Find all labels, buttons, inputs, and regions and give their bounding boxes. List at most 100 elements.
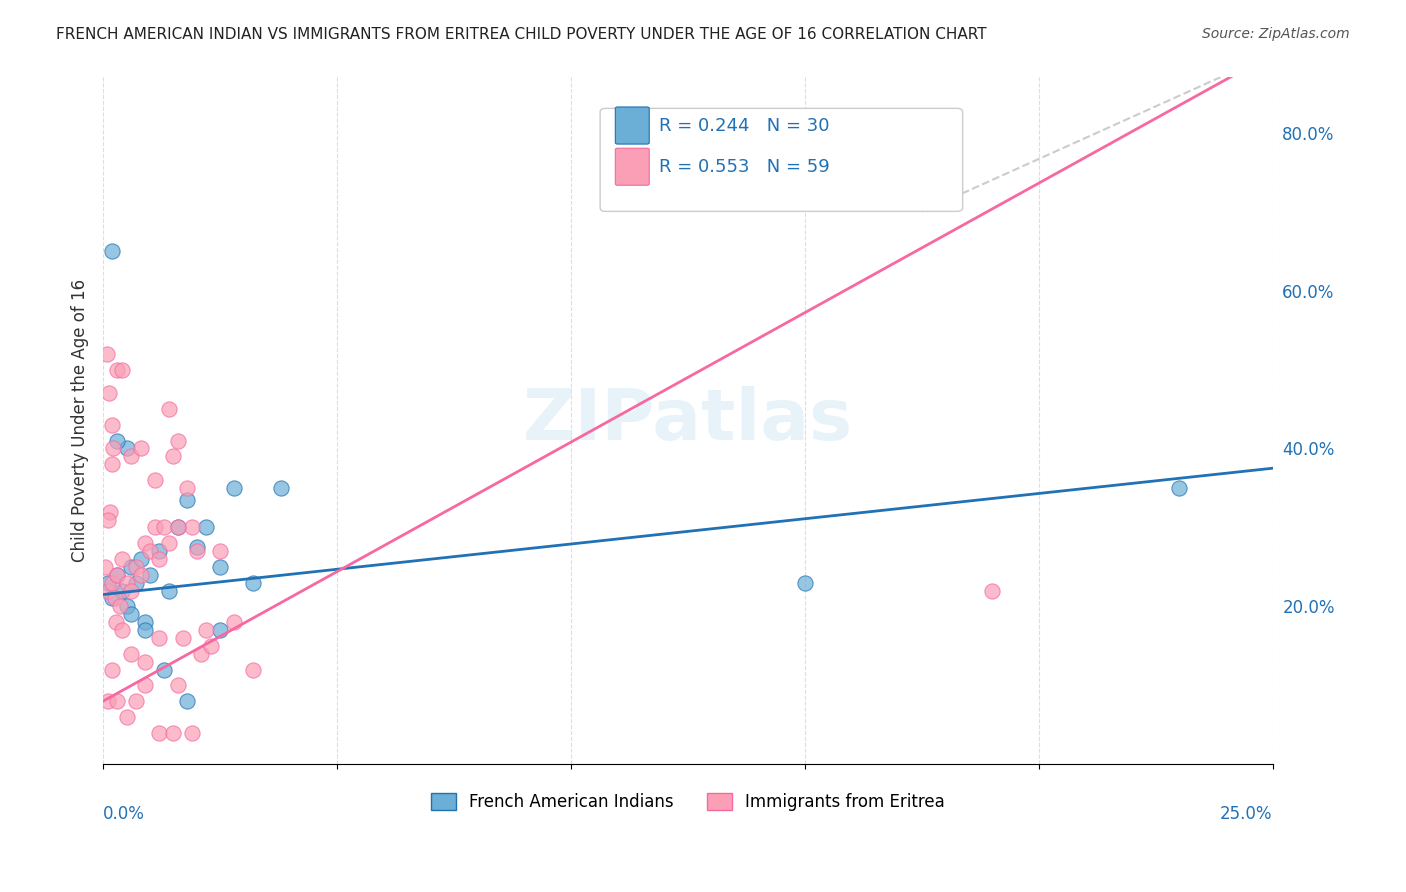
Point [105, 615, 128, 629]
Point [134, 678, 156, 692]
Point [101, 663, 124, 677]
Point [148, 552, 170, 566]
Point [153, 663, 176, 677]
Point [134, 615, 156, 629]
Legend: French American Indians, Immigrants from Eritrea: French American Indians, Immigrants from… [425, 786, 952, 818]
Y-axis label: Child Poverty Under the Age of 16: Child Poverty Under the Age of 16 [72, 279, 89, 563]
Point [134, 623, 156, 637]
Text: Source: ZipAtlas.com: Source: ZipAtlas.com [1202, 27, 1350, 41]
Point [209, 544, 232, 558]
Point [186, 540, 208, 554]
Point [270, 481, 292, 495]
Point [105, 362, 128, 376]
Point [224, 615, 246, 629]
FancyBboxPatch shape [600, 108, 963, 211]
Point [120, 607, 142, 622]
Point [101, 575, 124, 590]
Point [148, 631, 170, 645]
Point [101, 457, 124, 471]
Point [97, 583, 120, 598]
Point [115, 599, 138, 614]
Point [104, 591, 127, 606]
Point [242, 575, 264, 590]
Point [143, 520, 166, 534]
Point [125, 560, 148, 574]
Text: 25.0%: 25.0% [1220, 805, 1272, 823]
Point [793, 575, 815, 590]
Point [97, 386, 120, 401]
Text: FRENCH AMERICAN INDIAN VS IMMIGRANTS FROM ERITREA CHILD POVERTY UNDER THE AGE OF: FRENCH AMERICAN INDIAN VS IMMIGRANTS FRO… [56, 27, 987, 42]
Point [111, 552, 134, 566]
Point [101, 591, 124, 606]
Point [153, 520, 176, 534]
Point [134, 655, 156, 669]
Point [148, 544, 170, 558]
Point [157, 402, 180, 417]
Point [97, 575, 120, 590]
Point [176, 481, 198, 495]
Point [115, 710, 138, 724]
Point [97, 512, 120, 526]
Point [167, 678, 190, 692]
Point [134, 536, 156, 550]
Point [105, 694, 128, 708]
Point [105, 567, 128, 582]
Point [98, 505, 121, 519]
Point [162, 725, 184, 739]
Point [176, 694, 198, 708]
Point [139, 567, 162, 582]
Point [120, 450, 142, 464]
Point [115, 442, 138, 456]
Point [176, 492, 198, 507]
Point [105, 434, 128, 448]
Point [167, 434, 190, 448]
Point [120, 647, 142, 661]
Point [100, 417, 122, 432]
Text: R = 0.244   N = 30: R = 0.244 N = 30 [658, 117, 830, 135]
Point [101, 244, 124, 259]
Point [181, 520, 204, 534]
Point [129, 552, 152, 566]
Point [167, 520, 190, 534]
Text: 0.0%: 0.0% [103, 805, 145, 823]
Text: R = 0.553   N = 59: R = 0.553 N = 59 [658, 158, 830, 176]
Point [200, 639, 222, 653]
Point [125, 694, 148, 708]
Point [186, 544, 208, 558]
Point [129, 442, 152, 456]
Point [94, 560, 117, 574]
Point [105, 567, 128, 582]
Point [157, 536, 180, 550]
Point [167, 520, 190, 534]
Point [115, 575, 138, 590]
Point [111, 623, 134, 637]
Point [143, 473, 166, 487]
Point [103, 442, 125, 456]
Point [172, 631, 194, 645]
Point [111, 362, 134, 376]
Point [96, 347, 118, 361]
Point [242, 663, 264, 677]
Point [125, 575, 148, 590]
Point [980, 583, 1002, 598]
Point [195, 520, 218, 534]
Point [120, 583, 142, 598]
FancyBboxPatch shape [616, 148, 650, 186]
Point [97, 694, 120, 708]
Point [111, 583, 134, 598]
Text: ZIPatlas: ZIPatlas [523, 386, 853, 455]
Point [139, 544, 162, 558]
Point [224, 481, 246, 495]
Point [157, 583, 180, 598]
Point [190, 647, 212, 661]
Point [209, 623, 232, 637]
Point [129, 567, 152, 582]
Point [209, 560, 232, 574]
Point [162, 450, 184, 464]
Point [195, 623, 218, 637]
Point [108, 599, 131, 614]
Point [1168, 481, 1191, 495]
Point [120, 560, 142, 574]
Point [148, 725, 170, 739]
FancyBboxPatch shape [616, 107, 650, 145]
